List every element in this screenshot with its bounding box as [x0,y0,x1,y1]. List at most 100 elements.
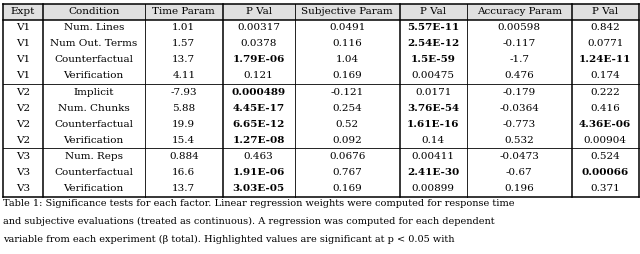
Text: 0.52: 0.52 [335,120,359,129]
Text: 2.41E-30: 2.41E-30 [407,168,460,177]
Text: 0.463: 0.463 [244,152,273,161]
Text: P Val: P Val [246,7,272,16]
Text: 0.169: 0.169 [332,184,362,193]
Text: 3.03E-05: 3.03E-05 [233,184,285,193]
Text: -0.117: -0.117 [502,39,536,48]
Text: V3: V3 [16,184,30,193]
Text: Num. Chunks: Num. Chunks [58,104,129,113]
Text: variable from each experiment (β total). Highlighted values are significant at p: variable from each experiment (β total).… [3,235,454,244]
Text: V2: V2 [16,88,30,97]
Text: Counterfactual: Counterfactual [54,120,133,129]
Text: -0.179: -0.179 [502,88,536,97]
Text: 0.196: 0.196 [504,184,534,193]
Text: 0.174: 0.174 [590,71,620,81]
Text: Condition: Condition [68,7,120,16]
Text: 0.121: 0.121 [244,71,273,81]
Text: 1.04: 1.04 [335,55,359,64]
Text: 19.9: 19.9 [172,120,195,129]
Text: 0.222: 0.222 [590,88,620,97]
Text: Time Param: Time Param [152,7,215,16]
Text: 4.11: 4.11 [172,71,195,81]
Text: Num. Lines: Num. Lines [63,23,124,32]
Text: V3: V3 [16,152,30,161]
Text: 0.254: 0.254 [332,104,362,113]
Text: 0.0771: 0.0771 [587,39,623,48]
Text: Table 1: Significance tests for each factor. Linear regression weights were comp: Table 1: Significance tests for each fac… [3,199,515,208]
Text: 0.532: 0.532 [504,136,534,145]
Text: -0.773: -0.773 [502,120,536,129]
Text: -7.93: -7.93 [170,88,197,97]
Text: 6.65E-12: 6.65E-12 [232,120,285,129]
Text: 15.4: 15.4 [172,136,195,145]
Text: 0.00598: 0.00598 [498,23,541,32]
Text: 0.00317: 0.00317 [237,23,280,32]
Text: V2: V2 [16,104,30,113]
Text: V1: V1 [16,23,30,32]
Text: -1.7: -1.7 [509,55,529,64]
Text: 0.0378: 0.0378 [241,39,277,48]
Text: 0.0676: 0.0676 [329,152,365,161]
Text: -0.0364: -0.0364 [499,104,539,113]
Text: Verification: Verification [63,184,124,193]
Text: 0.000489: 0.000489 [232,88,286,97]
Text: 4.45E-17: 4.45E-17 [233,104,285,113]
Text: 0.169: 0.169 [332,71,362,81]
Text: 1.27E-08: 1.27E-08 [232,136,285,145]
Text: 1.24E-11: 1.24E-11 [579,55,631,64]
Text: -0.0473: -0.0473 [499,152,539,161]
Text: Accuracy Param: Accuracy Param [477,7,562,16]
Text: 0.0171: 0.0171 [415,88,451,97]
Text: 0.00066: 0.00066 [582,168,628,177]
Text: 0.767: 0.767 [332,168,362,177]
Text: 1.79E-06: 1.79E-06 [232,55,285,64]
Text: 0.842: 0.842 [590,23,620,32]
Text: V3: V3 [16,168,30,177]
Text: V1: V1 [16,71,30,81]
Text: V1: V1 [16,39,30,48]
Text: Verification: Verification [63,71,124,81]
Text: 0.00904: 0.00904 [584,136,627,145]
Text: 5.88: 5.88 [172,104,195,113]
Text: 1.91E-06: 1.91E-06 [232,168,285,177]
Text: 16.6: 16.6 [172,168,195,177]
Text: 13.7: 13.7 [172,55,195,64]
Text: 0.00899: 0.00899 [412,184,454,193]
Text: 0.476: 0.476 [504,71,534,81]
Text: V2: V2 [16,136,30,145]
Text: 0.00475: 0.00475 [412,71,454,81]
Text: Implicit: Implicit [74,88,114,97]
Text: 0.00411: 0.00411 [412,152,454,161]
Text: V1: V1 [16,55,30,64]
Text: 1.01: 1.01 [172,23,195,32]
Text: 0.416: 0.416 [590,104,620,113]
Text: 0.14: 0.14 [422,136,445,145]
Text: V2: V2 [16,120,30,129]
Text: 1.61E-16: 1.61E-16 [407,120,460,129]
Text: 0.524: 0.524 [590,152,620,161]
Text: 0.371: 0.371 [590,184,620,193]
Text: Num Out. Terms: Num Out. Terms [50,39,138,48]
Text: 2.54E-12: 2.54E-12 [407,39,460,48]
Text: Subjective Param: Subjective Param [301,7,393,16]
Text: Num. Reps: Num. Reps [65,152,123,161]
Text: P Val: P Val [420,7,446,16]
Text: Counterfactual: Counterfactual [54,168,133,177]
Text: 5.57E-11: 5.57E-11 [407,23,460,32]
Text: -0.67: -0.67 [506,168,532,177]
Text: 1.5E-59: 1.5E-59 [411,55,456,64]
Text: Counterfactual: Counterfactual [54,55,133,64]
Text: Expt: Expt [11,7,35,16]
Text: 0.0491: 0.0491 [329,23,365,32]
Text: 0.116: 0.116 [332,39,362,48]
Text: -0.121: -0.121 [330,88,364,97]
Text: 1.57: 1.57 [172,39,195,48]
Text: 0.092: 0.092 [332,136,362,145]
Text: 4.36E-06: 4.36E-06 [579,120,631,129]
Bar [3,4,639,20]
Text: 3.76E-54: 3.76E-54 [407,104,460,113]
Text: P Val: P Val [592,7,618,16]
Text: 0.884: 0.884 [169,152,198,161]
Text: 13.7: 13.7 [172,184,195,193]
Text: Verification: Verification [63,136,124,145]
Text: and subjective evaluations (treated as continuous). A regression was computed fo: and subjective evaluations (treated as c… [3,217,495,226]
